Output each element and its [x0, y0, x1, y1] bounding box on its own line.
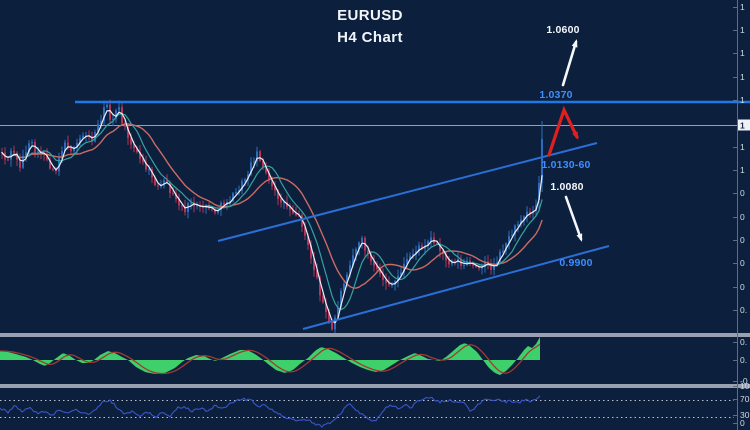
timeframe-title: H4 Chart — [337, 29, 403, 46]
axis-tick-label: 70 — [740, 394, 750, 404]
price-label-support: 1.0080 — [550, 181, 584, 193]
axis-tick-label: 0 — [740, 188, 745, 198]
arrow-bullish-target — [561, 39, 578, 87]
axis-tick-label: 0 — [740, 212, 745, 222]
osma-histogram-area — [0, 337, 540, 375]
axis-tick-label: 1 — [740, 142, 745, 152]
axis-tick-label: -0 — [740, 376, 748, 386]
channel-lower-trendline[interactable] — [302, 245, 610, 330]
ma-fast-line — [1, 109, 543, 324]
symbol-title: EURUSD — [337, 7, 403, 24]
price-label-channel-top: 1.0130-60 — [541, 159, 591, 171]
axis-tick-label: 1 — [740, 95, 745, 105]
price-label-target-up: 1.0600 — [546, 24, 580, 36]
channel-upper-trendline[interactable] — [217, 142, 598, 242]
pane-separator — [0, 333, 750, 337]
axis-tick-label: 0 — [740, 258, 745, 268]
axis-tick-label: 1 — [740, 48, 745, 58]
axis-tick-label: 0. — [740, 305, 747, 315]
ma-mid-line — [1, 113, 543, 311]
rsi-line — [0, 395, 541, 428]
axis-tick-label: 30 — [740, 410, 750, 420]
osma-signal-line — [0, 343, 541, 375]
axis-tick-label: 1 — [740, 72, 745, 82]
candles — [1, 99, 543, 335]
axis-tick-label: 0. — [740, 355, 747, 365]
axis-tick-label: 1 — [740, 2, 745, 12]
axis-tick-label: 0. — [740, 337, 747, 347]
chart-title: EURUSD H4 Chart — [270, 5, 470, 49]
axis-tick-label: 10 — [740, 381, 750, 391]
axis-tick-label: 0 — [740, 235, 745, 245]
current-price-badge-label: 1 — [740, 121, 745, 131]
price-label-resistance: 1.0370 — [539, 89, 573, 101]
axis-tick-label: 0 — [740, 418, 745, 428]
arrow-rejection — [547, 105, 579, 157]
axis-tick-label: 1 — [740, 165, 745, 175]
pane-separator — [0, 384, 750, 388]
axis-tick-label: 0 — [740, 282, 745, 292]
price-label-target-down: 0.9900 — [559, 257, 593, 269]
axis-tick-label: 1 — [740, 25, 745, 35]
arrow-bearish-target — [564, 195, 583, 242]
current-price-badge — [738, 119, 750, 131]
